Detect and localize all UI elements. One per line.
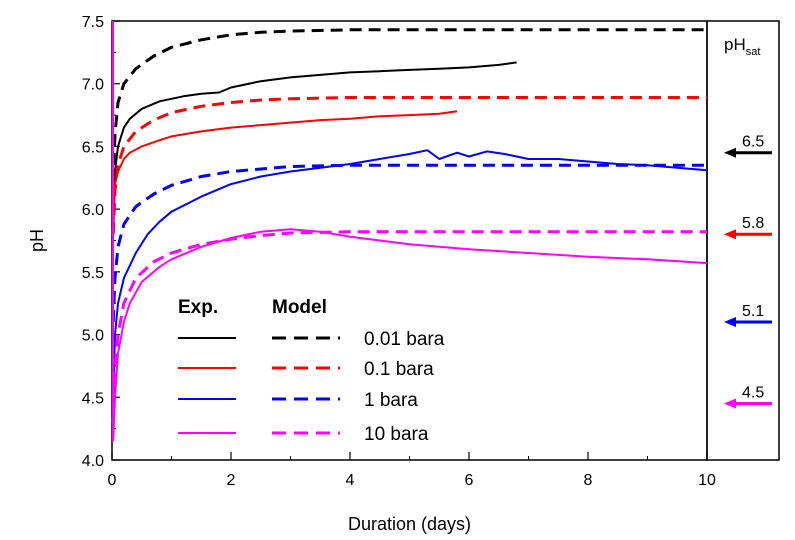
x-tick-label: 2 [227, 472, 236, 489]
x-tick-label: 4 [346, 472, 355, 489]
ph-sat-value: 5.8 [742, 215, 764, 232]
exp-line-3 [112, 149, 708, 398]
ph-sat-markers: pHsat 6.5 5.8 5.1 4.5 [724, 35, 772, 409]
exp-line-4 [112, 228, 708, 442]
ph-sat-value: 4.5 [742, 385, 764, 402]
legend-label: 1 bara [364, 390, 418, 411]
model-line-1 [111, 28, 707, 185]
ph-sat-title-main: pH [724, 35, 746, 54]
model-line-3 [111, 163, 707, 323]
legend: Exp. Model 0.01 bara 0.1 bara 1 bara 10 bara [178, 297, 445, 445]
y-tick-label: 7.0 [82, 77, 104, 94]
ph-sat-arrow-head [724, 317, 736, 328]
exp-line-2 [112, 110, 458, 222]
ph-sat-title-sub: sat [746, 46, 761, 58]
ph-sat-arrow-head [724, 398, 736, 409]
y-tick-label: 7.5 [82, 14, 104, 31]
y-tick-label: 5.0 [82, 328, 104, 345]
ph-sat-title: pHsat [724, 35, 760, 58]
ph-sat-value: 6.5 [742, 134, 764, 151]
y-tick-label: 4.0 [82, 453, 104, 470]
y-axis-title: pH [27, 229, 47, 252]
ph-sat-arrow-head [724, 147, 736, 158]
data-series [111, 21, 708, 442]
ph-sat-panel [706, 20, 780, 461]
x-tick-label: 8 [584, 472, 593, 489]
x-tick-label: 0 [108, 472, 117, 489]
y-tick-label: 4.5 [82, 390, 104, 407]
axis-ticks: 0 2 4 6 8 10 4.0 4.5 5.0 5.5 6.0 6.5 7.0 7.5 [82, 14, 716, 489]
legend-header-exp: Exp. [178, 297, 218, 318]
x-tick-label: 10 [698, 472, 716, 489]
y-tick-label: 5.5 [82, 265, 104, 282]
y-tick-label: 6.0 [82, 202, 104, 219]
legend-label: 0.1 bara [364, 359, 434, 380]
legend-header-model: Model [272, 297, 327, 318]
x-tick-label: 6 [465, 472, 474, 489]
ph-sat-value: 5.1 [742, 303, 764, 320]
model-line-4 [111, 230, 707, 423]
legend-label: 10 bara [364, 424, 429, 445]
ph-sat-arrow-head [724, 229, 736, 240]
model-line-2 [111, 96, 707, 235]
x-axis-title: Duration (days) [348, 514, 471, 534]
legend-label: 0.01 bara [364, 329, 445, 350]
exp-line-1 [112, 61, 517, 235]
y-tick-label: 6.5 [82, 139, 104, 156]
